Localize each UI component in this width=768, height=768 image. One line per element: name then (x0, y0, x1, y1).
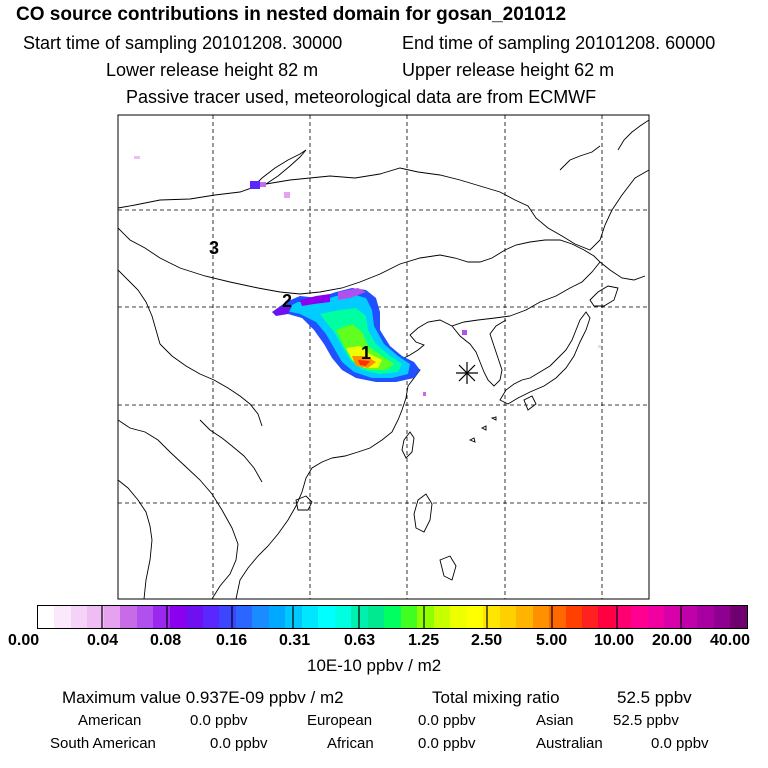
colorbar-swatch (252, 606, 269, 628)
colorbar-dividers (101, 605, 682, 629)
colorbar-tick: 0.16 (216, 632, 248, 649)
colorbar-swatch (186, 606, 203, 628)
colorbar-swatch (417, 606, 434, 628)
colorbar-swatch (153, 606, 170, 628)
colorbar-unit: 10E-10 ppbv / m2 (307, 656, 442, 675)
south-american-value: 0.0 ppbv (210, 735, 268, 752)
colorbar-swatch (136, 606, 154, 628)
total-mixing-ratio-label: Total mixing ratio (432, 688, 560, 707)
colorbar-tick: 0.04 (87, 632, 119, 649)
colorbar-tick: 5.00 (536, 632, 568, 649)
map-panel (117, 114, 650, 600)
colorbar-swatch (697, 606, 714, 628)
tracer-info-text: Passive tracer used, meteorological data… (126, 87, 597, 107)
colorbar-swatch (499, 606, 517, 628)
colorbar-tick: 1.25 (408, 632, 440, 649)
colorbar-tick: 20.00 (652, 632, 693, 649)
colorbar-swatch (631, 606, 648, 628)
start-time-text: Start time of sampling 20101208. 30000 (23, 33, 343, 53)
european-value: 0.0 ppbv (418, 712, 476, 729)
colorbar-swatch (70, 606, 88, 628)
african-value: 0.0 ppbv (418, 735, 476, 752)
colorbar-swatch (384, 606, 401, 628)
colorbar-swatch (103, 606, 121, 628)
end-time-text: End time of sampling 20101208. 60000 (402, 33, 716, 53)
colorbar-tick: 0.08 (150, 632, 182, 649)
australian-value: 0.0 ppbv (651, 735, 709, 752)
plume (134, 156, 601, 396)
colorbar-swatch (450, 606, 467, 628)
colorbar-swatch (318, 606, 335, 628)
colorbar-tick: 10.00 (594, 632, 635, 649)
colorbar-swatch (713, 606, 731, 628)
colorbar-swatch (598, 606, 615, 628)
map-title: CO source contributions in nested domain… (16, 4, 567, 25)
colorbar-tick: 0.00 (8, 632, 40, 649)
colorbar-swatch (87, 606, 104, 628)
max-value-text: Maximum value 0.937E-09 ppbv / m2 (62, 688, 344, 707)
colorbar-swatch (565, 606, 582, 628)
colorbar-swatch (647, 606, 665, 628)
colorbar-swatch (516, 606, 533, 628)
colorbar-swatch (301, 606, 319, 628)
colorbar-swatch (202, 606, 220, 628)
colorbar-swatch (581, 606, 599, 628)
colorbar-swatch (532, 606, 550, 628)
asian-label: Asian (536, 712, 574, 729)
upper-release-height-text: Upper release height 62 m (402, 60, 615, 80)
australian-label: Australian (536, 735, 603, 752)
colorbar-swatch (235, 606, 253, 628)
colorbar-swatch (334, 606, 352, 628)
colorbar-swatch (730, 606, 747, 628)
colorbar-swatch (549, 606, 566, 628)
lower-release-height-text: Lower release height 82 m (106, 60, 319, 80)
colorbar-swatch (680, 606, 698, 628)
colorbar-swatch (433, 606, 451, 628)
total-mixing-ratio-value: 52.5 ppbv (617, 688, 692, 707)
colorbar-tick: 0.31 (279, 632, 311, 649)
colorbar-tick: 40.00 (710, 632, 751, 649)
african-label: African (327, 735, 374, 752)
colorbar-tick: 0.63 (344, 632, 376, 649)
map-label-2: 2 (282, 291, 293, 311)
colorbar-tick: 2.50 (471, 632, 503, 649)
south-american-label: South American (50, 735, 156, 752)
colorbar-swatch (169, 606, 187, 628)
colorbar-swatch (268, 606, 286, 628)
colorbar-swatch (38, 606, 55, 628)
asterisk-receptor-icon (456, 362, 478, 384)
colorbar-swatch (120, 606, 137, 628)
european-label: European (307, 712, 373, 729)
colorbar-swatch (614, 606, 632, 628)
colorbar-swatch (664, 606, 681, 628)
american-label: American (78, 712, 142, 729)
american-value: 0.0 ppbv (190, 712, 248, 729)
map-label-3: 3 (209, 238, 220, 258)
colorbar-swatch (367, 606, 385, 628)
map-label-1: 1 (361, 343, 372, 363)
colorbar-swatch (466, 606, 484, 628)
asian-value: 52.5 ppbv (613, 712, 679, 729)
colorbar-swatch (400, 606, 418, 628)
colorbar-swatch (54, 606, 71, 628)
